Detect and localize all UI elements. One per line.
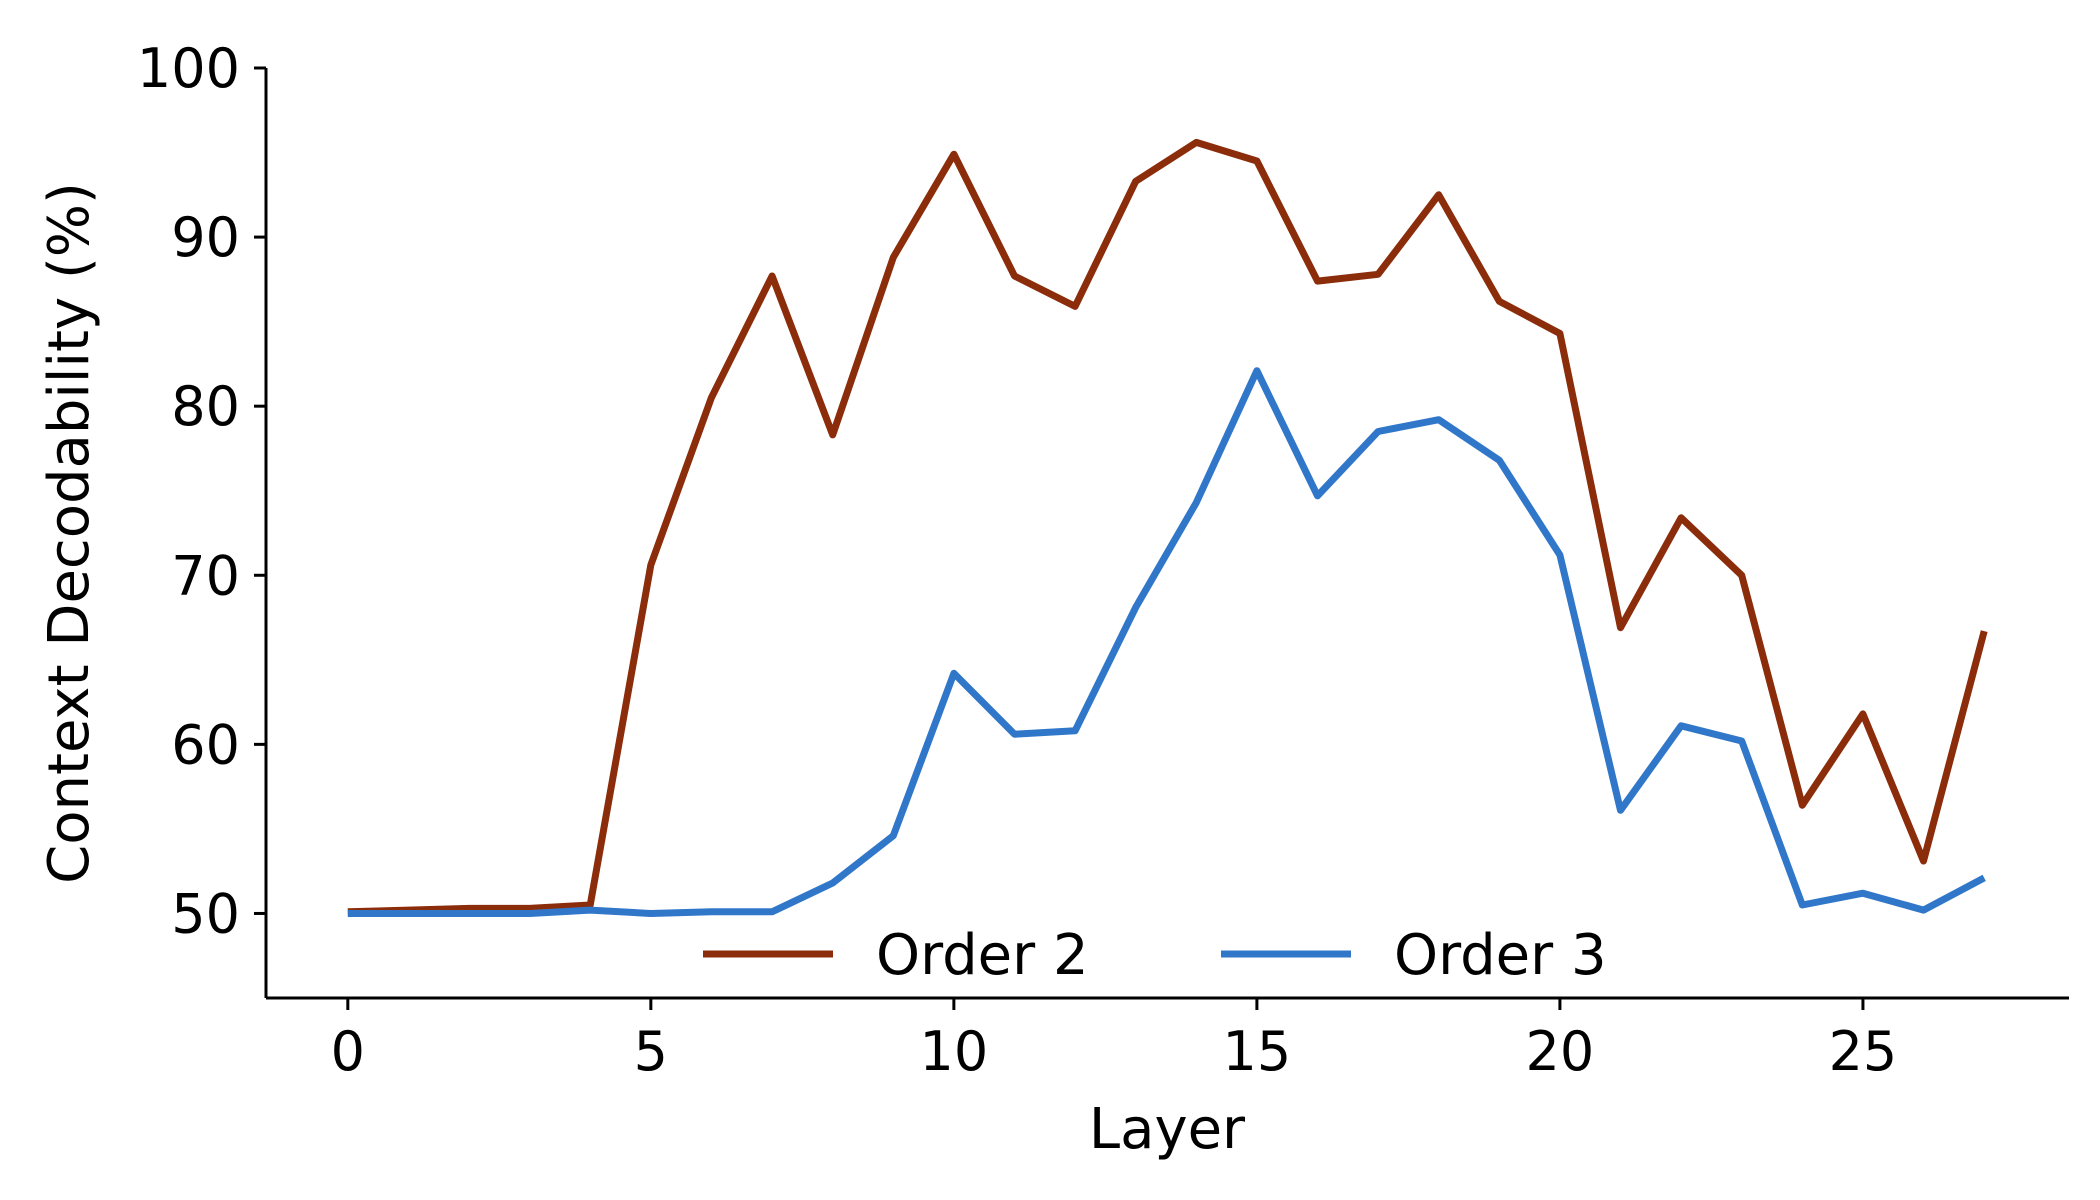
y-tick-label: 60 (171, 713, 240, 776)
legend: Order 2 Order 3 (703, 923, 1607, 988)
y-tick-label: 100 (137, 37, 240, 100)
x-tick-label: 25 (1829, 1020, 1898, 1083)
series-line-1 (347, 138, 1988, 916)
y-tick-label: 50 (171, 882, 240, 945)
y-ticks: 50 60 70 80 90 100 (137, 37, 266, 945)
legend-label-1: Order 2 (876, 923, 1089, 988)
legend-label-2: Order 3 (1394, 923, 1607, 988)
x-tick-label: 15 (1223, 1020, 1292, 1083)
y-tick-label: 70 (171, 544, 240, 607)
axes: 0 5 10 15 20 25 50 60 70 80 90 100 (137, 37, 2069, 1083)
x-ticks: 0 5 10 15 20 25 (331, 998, 1898, 1083)
x-tick-label: 10 (920, 1020, 989, 1083)
y-tick-label: 80 (171, 375, 240, 438)
x-axis-title: Layer (1089, 1097, 1246, 1162)
x-tick-label: 0 (331, 1020, 365, 1083)
y-axis-title: Context Decodability (%) (37, 182, 102, 884)
x-tick-label: 5 (634, 1020, 668, 1083)
x-tick-label: 20 (1526, 1020, 1595, 1083)
y-tick-label: 90 (171, 206, 240, 269)
series-line-2 (347, 367, 1986, 917)
series-layer (347, 138, 1988, 917)
